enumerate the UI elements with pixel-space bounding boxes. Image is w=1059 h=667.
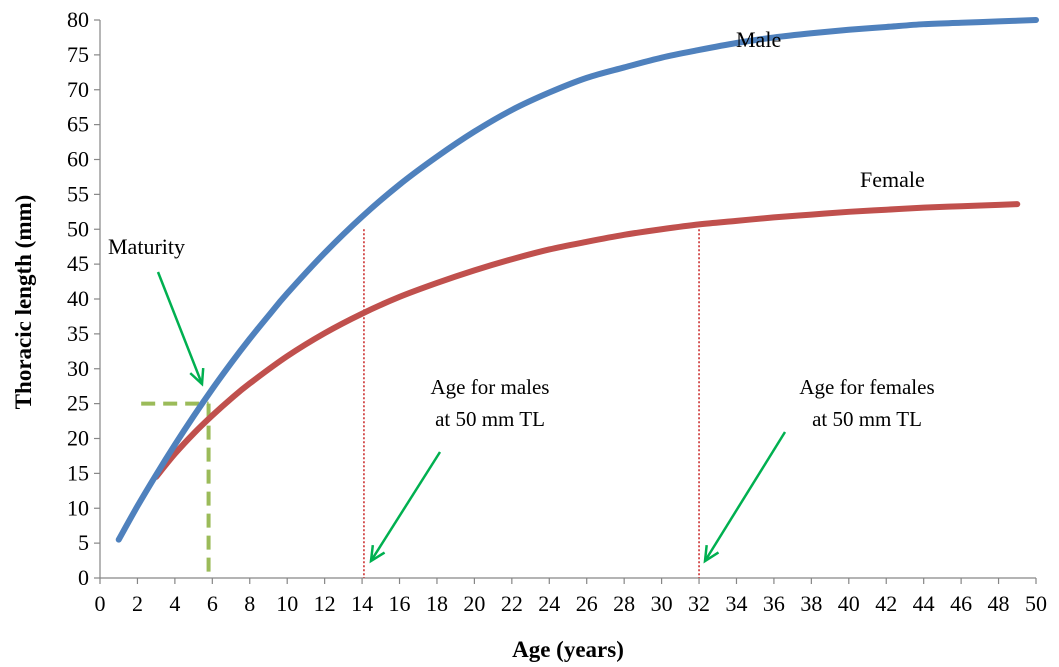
x-tick-label: 42	[875, 591, 897, 616]
x-tick-label: 4	[169, 591, 180, 616]
y-tick-label: 40	[67, 286, 89, 311]
y-tick-label: 5	[78, 530, 89, 555]
x-tick-label: 2	[132, 591, 143, 616]
age-males-label-line2: at 50 mm TL	[435, 407, 545, 431]
series	[115, 17, 1039, 543]
x-tick-label: 34	[725, 591, 747, 616]
x-tick-label: 12	[314, 591, 336, 616]
males-50mm-arrow	[369, 451, 442, 564]
y-tick-label: 15	[67, 460, 89, 485]
x-tick-label: 30	[651, 591, 673, 616]
y-tick-label: 20	[67, 426, 89, 451]
y-tick-label: 35	[67, 321, 89, 346]
y-tick-label: 30	[67, 356, 89, 381]
x-tick-label: 18	[426, 591, 448, 616]
reference-lines	[141, 229, 700, 578]
y-axis-title: Thoracic length (mm)	[11, 195, 36, 410]
x-tick-label: 20	[463, 591, 485, 616]
x-tick-label: 14	[351, 591, 373, 616]
x-tick-label: 0	[95, 591, 106, 616]
x-axis-title: Age (years)	[512, 637, 624, 662]
male-series-label: Male	[736, 27, 781, 52]
x-tick-label: 44	[913, 591, 935, 616]
axes	[99, 20, 1036, 579]
y-tick-label: 50	[67, 216, 89, 241]
age-females-label-line1: Age for females	[799, 375, 934, 399]
y-tick-label: 25	[67, 391, 89, 416]
y-tick-label: 45	[67, 251, 89, 276]
x-tick-label: 40	[838, 591, 860, 616]
females-50mm-arrow	[703, 431, 787, 564]
female-series-label: Female	[860, 167, 925, 192]
female-series-line	[153, 201, 1021, 480]
x-tick-label: 26	[576, 591, 598, 616]
x-tick-label: 50	[1025, 591, 1047, 616]
x-tick-label: 48	[988, 591, 1010, 616]
annotation-arrows	[156, 271, 787, 564]
y-tick-label: 10	[67, 495, 89, 520]
x-tick-label: 46	[950, 591, 972, 616]
x-tick-label: 8	[244, 591, 255, 616]
y-tick-label: 80	[67, 7, 89, 32]
x-tick-label: 10	[276, 591, 298, 616]
x-tick-label: 22	[501, 591, 523, 616]
x-tick-label: 38	[800, 591, 822, 616]
x-tick-label: 16	[389, 591, 411, 616]
x-tick-label: 28	[613, 591, 635, 616]
x-tick-label: 32	[688, 591, 710, 616]
x-tick-label: 6	[207, 591, 218, 616]
y-tick-label: 65	[67, 112, 89, 137]
maturity-label: Maturity	[108, 234, 185, 259]
y-tick-label: 55	[67, 181, 89, 206]
y-tick-label: 60	[67, 147, 89, 172]
male-series-line	[115, 17, 1039, 543]
x-tick-label: 24	[538, 591, 560, 616]
ticks: 0 2 4 6 8 10 12 14 16 18 20 22 24 26 28 30 32 34 36 38 40 42 4…	[67, 7, 1047, 616]
maturity-arrow	[156, 271, 205, 387]
y-tick-label: 75	[67, 42, 89, 67]
age-females-label-line2: at 50 mm TL	[812, 407, 922, 431]
y-tick-label: 70	[67, 77, 89, 102]
age-males-label-line1: Age for males	[431, 375, 550, 399]
y-tick-label: 0	[78, 565, 89, 590]
x-tick-label: 36	[763, 591, 785, 616]
